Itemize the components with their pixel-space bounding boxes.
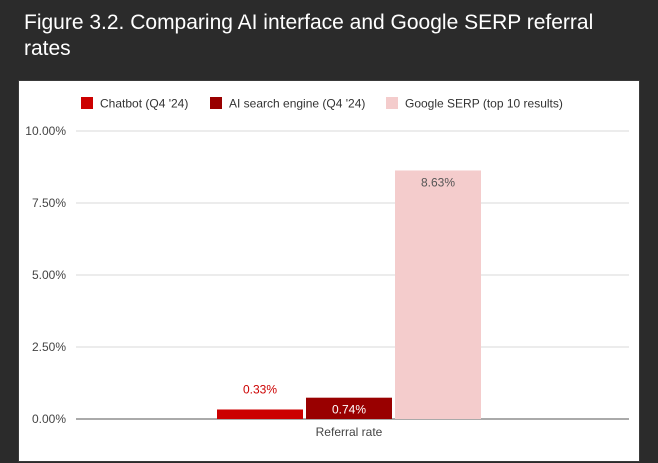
x-axis-categories: Referral rate [316,425,383,439]
bars [217,170,481,419]
y-tick-label: 7.50% [32,196,66,210]
data-label-2: 0.74% [332,403,366,417]
y-tick-label: 2.50% [32,340,66,354]
y-tick-label: 5.00% [32,268,66,282]
bar-chart: 0.00% 2.50% 5.00% 7.50% 10.00% 0.33% 0.74% 8.6… [25,97,629,439]
data-label-1: 0.33% [243,382,277,396]
legend-swatch-1 [81,97,93,109]
bar-2 [306,397,392,419]
y-tick-label: 0.00% [32,412,66,426]
y-axis-ticks: 0.00% 2.50% 5.00% 7.50% 10.00% [25,124,66,426]
data-label-3: 8.63% [421,175,455,189]
legend-swatch-2 [210,97,222,109]
data-labels: 0.33% 0.74% 8.63% [243,175,455,416]
chart-panel: 0.00% 2.50% 5.00% 7.50% 10.00% 0.33% 0.74% 8.6… [18,80,640,462]
y-tick-label: 10.00% [25,124,66,138]
x-category-label: Referral rate [316,425,383,439]
gridlines [76,130,629,420]
figure-title: Figure 3.2. Comparing AI interface and G… [24,11,594,60]
legend-swatch-3 [386,97,398,109]
legend-label-3: Google SERP (top 10 results) [405,97,563,111]
bar-1 [217,409,303,419]
legend-label-1: Chatbot (Q4 '24) [100,97,188,111]
legend-label-2: AI search engine (Q4 '24) [229,97,365,111]
legend: Chatbot (Q4 '24) AI search engine (Q4 '24… [81,97,563,111]
bar-3 [395,170,481,419]
